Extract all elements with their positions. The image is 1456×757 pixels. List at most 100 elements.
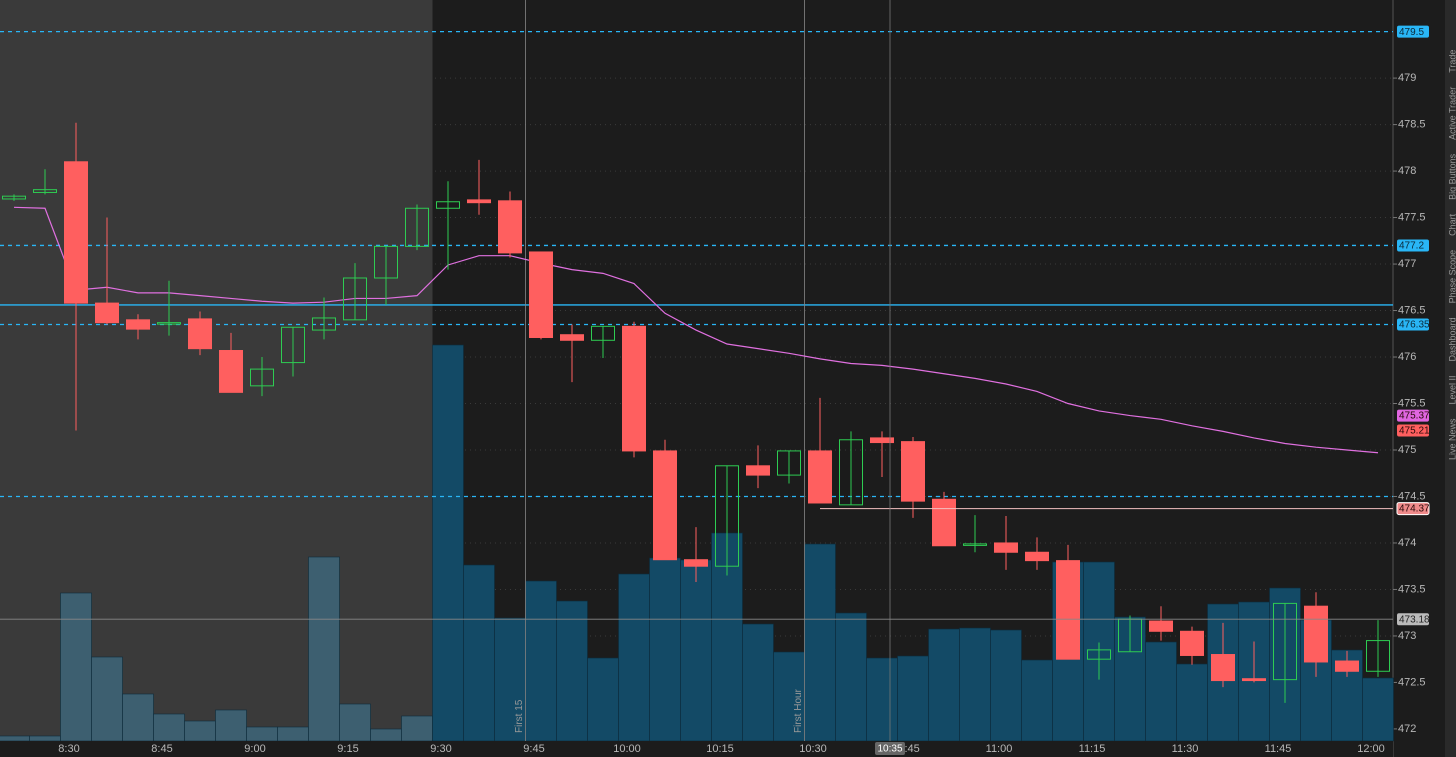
volume-bar (1176, 663, 1208, 742)
x-tick-label: 10:30 (799, 743, 827, 755)
side-tab[interactable]: Chart (1447, 213, 1456, 236)
volume-bar (959, 627, 991, 742)
volume-bar (928, 628, 960, 742)
price-tag-label: 479.5 (1399, 27, 1424, 38)
y-tick-label: 476.5 (1398, 304, 1426, 316)
volume-bar (525, 580, 557, 742)
volume-bar (680, 559, 712, 742)
y-tick-label: 472.5 (1398, 676, 1426, 688)
candle-body (95, 302, 119, 324)
candle-body (994, 542, 1018, 553)
price-tag (1397, 424, 1429, 437)
price-tag-label: 475.21 (1399, 426, 1430, 437)
candle-body (684, 559, 708, 567)
price-tag (1397, 318, 1429, 331)
candle-body (932, 498, 956, 547)
x-tick-label: 11:00 (986, 743, 1013, 755)
candle-body (777, 450, 801, 476)
time-axis-bg (0, 741, 1393, 757)
side-tab[interactable]: Trade (1447, 50, 1456, 73)
candle-body (467, 199, 491, 204)
side-tab[interactable]: Active Trader (1447, 87, 1456, 140)
candle-body (715, 465, 739, 567)
volume-bar (1362, 677, 1394, 742)
candle-body (1366, 640, 1390, 672)
volume-bar (649, 557, 681, 742)
x-tick-label: 9:45 (523, 743, 544, 755)
candle-body (2, 195, 26, 200)
candle-body (1242, 678, 1266, 682)
side-tab[interactable]: Level II (1447, 375, 1456, 404)
y-tick-label: 473 (1398, 630, 1416, 642)
event-label: First Hour (793, 688, 804, 733)
candle-body (1149, 620, 1173, 632)
candle-body (374, 245, 398, 279)
volume-bar (1145, 641, 1177, 742)
candle-body (126, 319, 150, 330)
candle-body (622, 325, 646, 452)
y-tick-label: 474.5 (1398, 490, 1426, 502)
side-tab[interactable]: Live News (1447, 418, 1456, 460)
candle-body (33, 189, 57, 193)
candle-body (188, 318, 212, 350)
volume-bar (60, 592, 92, 742)
price-tag-label: 477.2 (1399, 241, 1424, 252)
y-tick-label: 475.5 (1398, 397, 1426, 409)
event-label: First 15 (514, 699, 525, 733)
volume-bar (339, 703, 371, 742)
y-tick-label: 477 (1398, 258, 1416, 270)
volume-bar (773, 651, 805, 742)
candle-body (591, 325, 615, 341)
y-tick-label: 472 (1398, 723, 1416, 735)
price-tag-label: 476.35 (1399, 320, 1430, 331)
candle-body (529, 251, 553, 338)
candle-body (808, 450, 832, 504)
volume-bar (370, 728, 402, 742)
candle-body (746, 465, 770, 476)
volume-bar (463, 564, 495, 742)
price-tag (1397, 409, 1429, 422)
candle-body (219, 350, 243, 393)
side-tab[interactable]: Phase Scope (1447, 250, 1456, 304)
y-tick-label: 478.5 (1398, 118, 1426, 130)
price-tag (1397, 239, 1429, 252)
candle-body (498, 200, 522, 254)
candle-body (653, 450, 677, 561)
side-strip (1445, 0, 1456, 757)
candle-body (1304, 605, 1328, 663)
candle-body (1335, 660, 1359, 672)
volume-bar (215, 709, 247, 742)
x-tick-label: 12:00 (1357, 743, 1385, 755)
volume-bar (184, 720, 216, 742)
volume-bar (122, 693, 154, 742)
y-tick-label: 473.5 (1398, 583, 1426, 595)
candle-body (1118, 618, 1142, 653)
side-tab[interactable]: Dashboard (1447, 317, 1456, 361)
candle-body (870, 437, 894, 444)
candle-body (281, 326, 305, 364)
candle-body (1087, 649, 1111, 660)
price-tag (1397, 25, 1429, 38)
x-tick-label: 9:00 (244, 743, 265, 755)
candle-body (1273, 602, 1297, 681)
y-tick-label: 477.5 (1398, 211, 1426, 223)
x-tick-label: 9:30 (430, 743, 451, 755)
side-tab[interactable]: Big Buttons (1447, 153, 1456, 200)
volume-bar (277, 726, 309, 742)
candle-body (901, 441, 925, 502)
x-tick-label: 11:15 (1079, 743, 1106, 755)
volume-bar (246, 726, 278, 742)
candle-body (1025, 551, 1049, 562)
x-tick-label: 10:00 (613, 743, 641, 755)
candle-body (157, 322, 181, 325)
candle-body (436, 201, 460, 209)
y-tick-label: 478 (1398, 165, 1416, 177)
y-tick-label: 476 (1398, 351, 1416, 363)
volume-bar (990, 629, 1022, 742)
x-tick-label: 8:45 (151, 743, 172, 755)
price-tag-label: 475.37 (1399, 411, 1430, 422)
volume-bar (866, 657, 898, 742)
cursor-price-tag (1397, 613, 1429, 626)
candle-body (1211, 654, 1235, 682)
